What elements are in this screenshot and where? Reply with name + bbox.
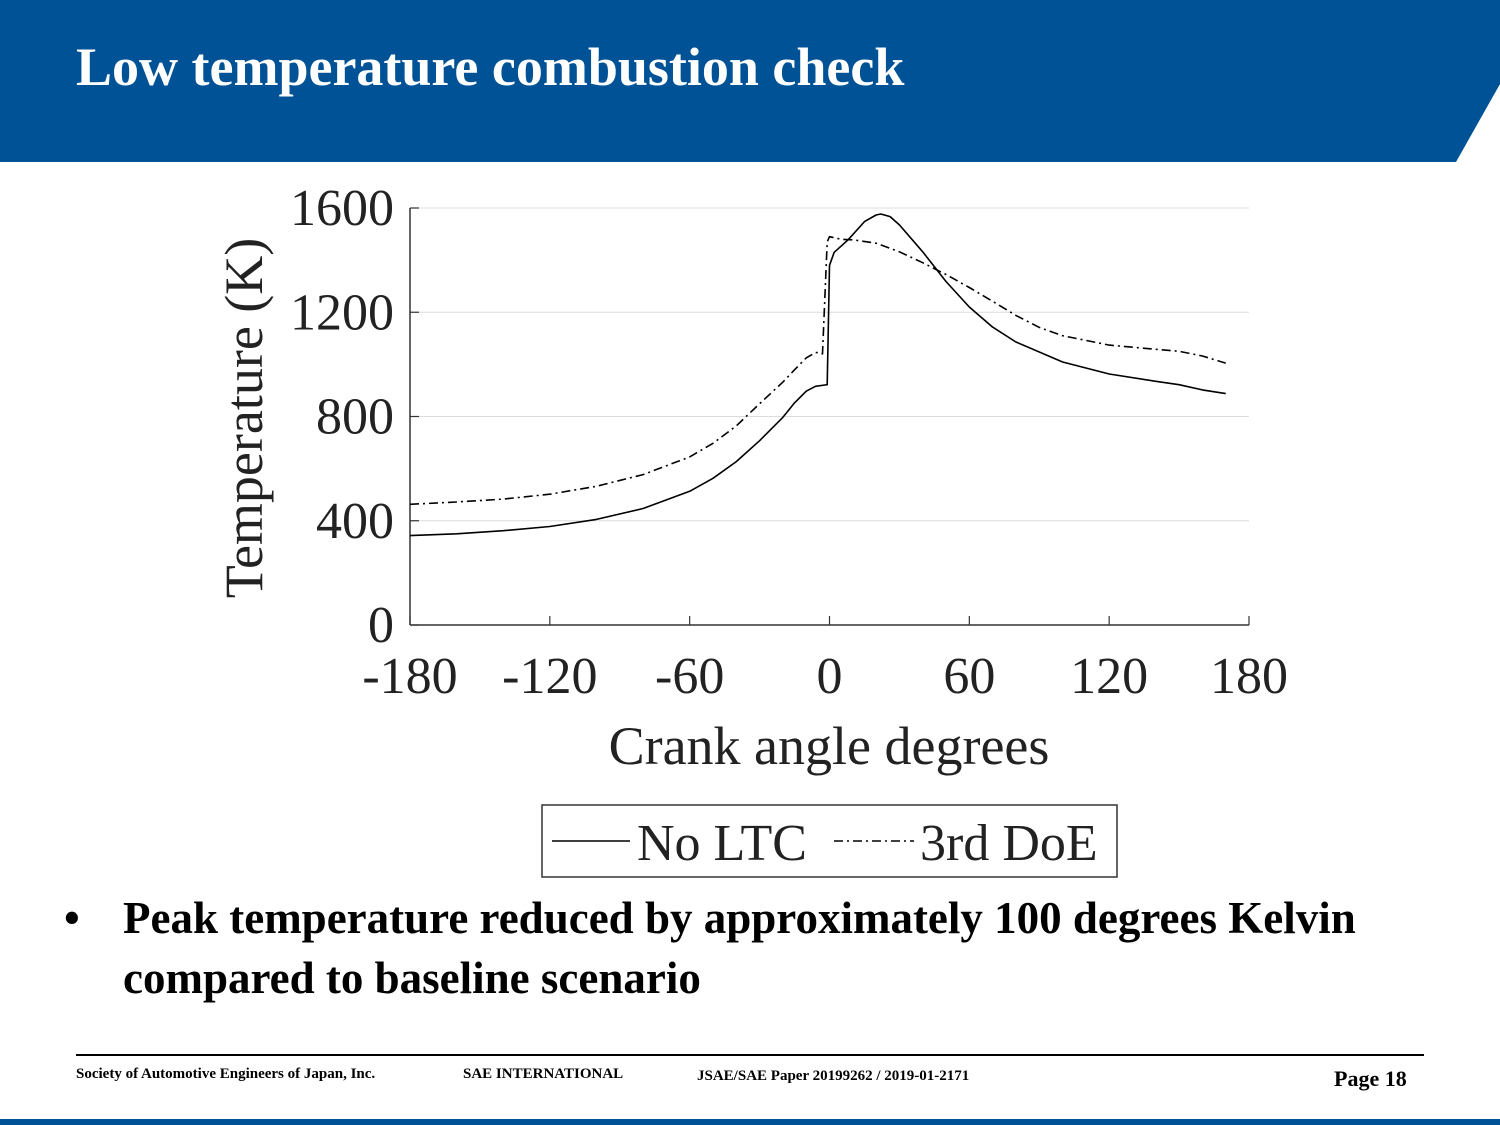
series-line-no-ltc	[409, 213, 1226, 537]
legend-label-no-ltc: No LTC	[637, 815, 807, 872]
bullet-marker: •	[64, 893, 80, 943]
x-tick-label: 60	[943, 648, 995, 705]
x-axis-label: Crank angle degrees	[609, 716, 1050, 776]
slide-title: Low temperature combustion check	[76, 37, 905, 97]
y-tick-label: 0	[368, 597, 394, 654]
series-line-3rd-doe	[409, 235, 1226, 506]
bullet-point: • Peak temperature reduced by approximat…	[60, 888, 1360, 1008]
x-tick-label: 120	[1070, 648, 1148, 705]
legend-label-3rd-doe: 3rd DoE	[920, 815, 1098, 872]
y-tick-label: 400	[316, 493, 394, 550]
x-tick-label: -180	[362, 648, 457, 705]
page-number: Page 18	[1334, 1066, 1407, 1091]
temperature-chart: 0 400 800 1200 1600 -180 -120 -60 0 60 120 180 Cran…	[214, 180, 1288, 878]
footer-org-sae: SAE INTERNATIONAL	[463, 1066, 624, 1082]
legend: No LTC 3rd DoE	[541, 804, 1118, 878]
legend-box	[541, 804, 1118, 878]
y-tick-label: 800	[316, 389, 394, 446]
y-axis-label: Temperature (K)	[214, 238, 274, 599]
header-band	[0, 0, 1500, 162]
footer-divider	[76, 1054, 1424, 1056]
x-tick-label: 180	[1210, 648, 1288, 705]
x-tick-label: -60	[655, 648, 724, 705]
footer-accent-bar	[0, 1119, 1500, 1125]
y-tick-label: 1600	[290, 180, 394, 237]
y-tick-label: 1200	[290, 284, 394, 341]
x-tick-label: -120	[502, 648, 597, 705]
bullet-text: Peak temperature reduced by approximatel…	[123, 893, 1356, 1003]
x-tick-label: 0	[817, 648, 843, 705]
footer-org-jsae: Society of Automotive Engineers of Japan…	[76, 1066, 376, 1082]
footer-paper-id: JSAE/SAE Paper 20199262 / 2019-01-2171	[697, 1068, 970, 1084]
